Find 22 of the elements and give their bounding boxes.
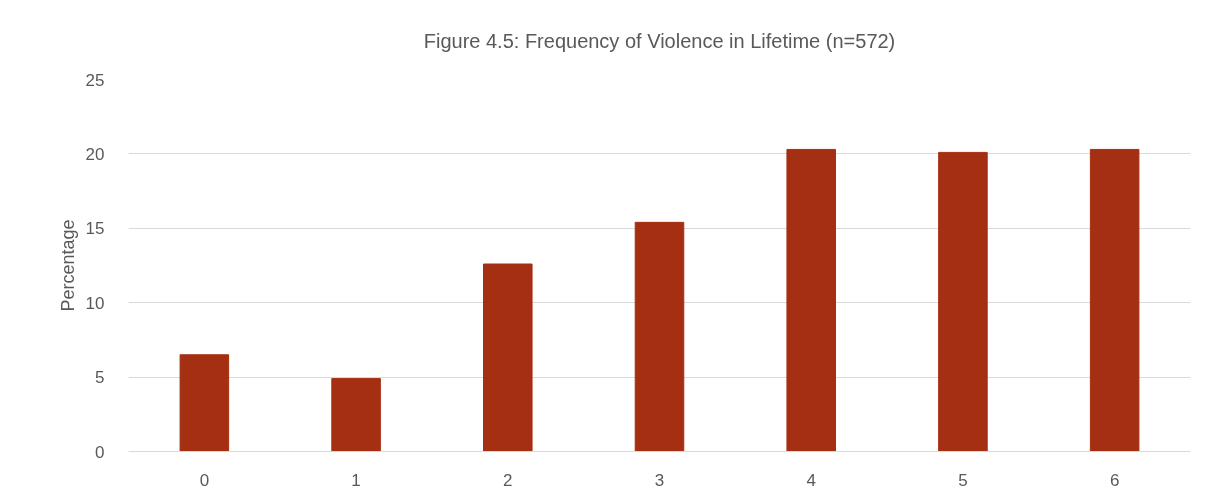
bar bbox=[938, 151, 988, 452]
x-tick-label: 4 bbox=[806, 470, 816, 490]
bar bbox=[1089, 148, 1140, 452]
chart-title: Figure 4.5: Frequency of Violence in Lifetime (n=572) bbox=[423, 30, 896, 52]
y-tick-label: 0 bbox=[95, 442, 105, 462]
y-axis-title: Percentage bbox=[57, 219, 78, 312]
bar bbox=[786, 148, 836, 452]
x-tick-label: 5 bbox=[958, 470, 968, 490]
x-tick-label: 1 bbox=[351, 470, 361, 490]
bar bbox=[331, 378, 381, 452]
y-tick-label: 15 bbox=[85, 219, 105, 239]
bar bbox=[179, 354, 230, 452]
x-tick-label: 2 bbox=[503, 470, 513, 490]
x-tick-label: 0 bbox=[199, 470, 210, 490]
bar bbox=[634, 221, 685, 452]
y-tick-label: 5 bbox=[95, 368, 105, 388]
y-tick-label: 10 bbox=[85, 293, 105, 313]
y-tick-label: 25 bbox=[85, 70, 105, 90]
bar bbox=[483, 263, 533, 452]
x-tick-label: 6 bbox=[1109, 470, 1120, 490]
y-tick-label: 20 bbox=[85, 144, 105, 164]
x-tick-label: 3 bbox=[654, 470, 665, 490]
